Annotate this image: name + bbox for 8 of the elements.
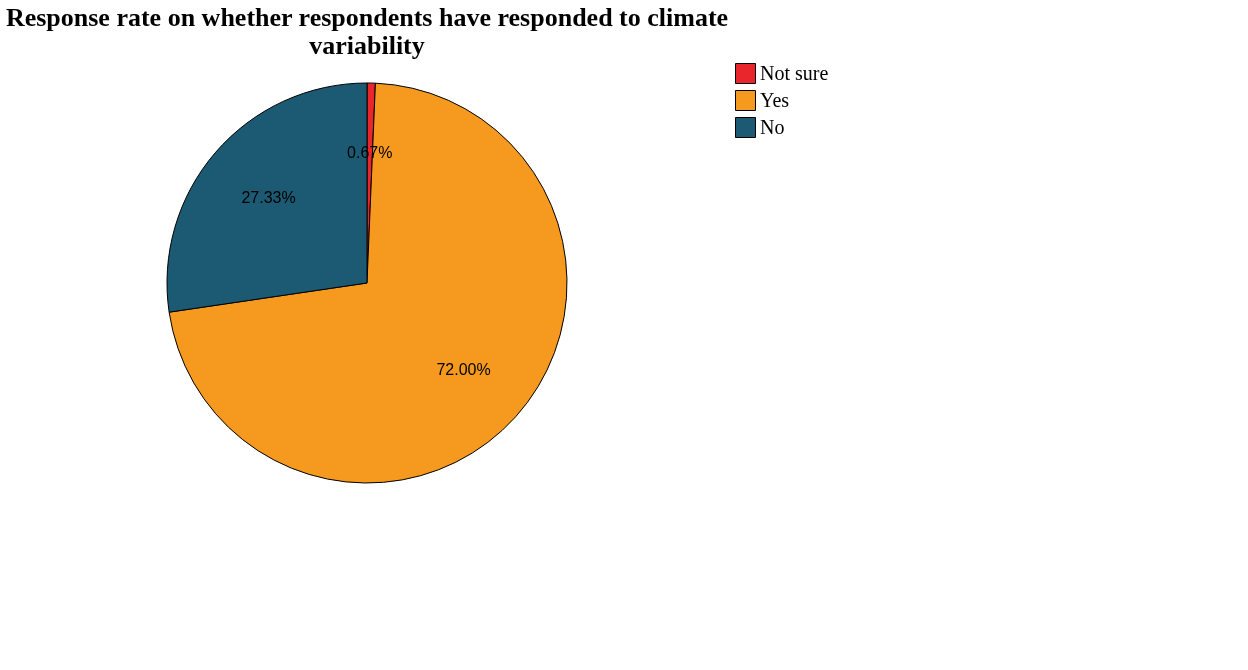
data-label: 27.33% xyxy=(241,189,296,207)
text: Response rate on whether respondents have responded to climate xyxy=(5,3,729,32)
legend-label: No xyxy=(760,115,785,138)
legend-label: Yes xyxy=(760,88,790,111)
text: variability xyxy=(309,31,425,60)
pie-slice xyxy=(168,82,568,484)
legend-label: Not sure xyxy=(760,61,829,84)
data-label: 72.00% xyxy=(436,361,491,379)
